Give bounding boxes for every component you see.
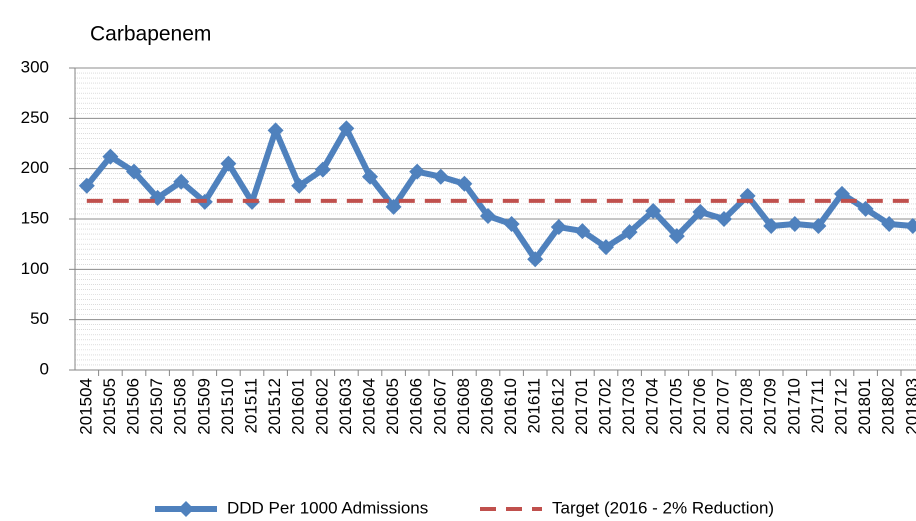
x-tick-label: 201609 xyxy=(477,378,496,435)
x-tick-label: 201610 xyxy=(501,378,520,435)
x-tick-label: 201607 xyxy=(430,378,449,435)
marker xyxy=(126,163,142,180)
marker xyxy=(834,185,850,202)
marker xyxy=(78,177,95,194)
x-tick-label: 201803 xyxy=(902,378,916,435)
marker xyxy=(362,168,378,185)
x-tick-label: 201703 xyxy=(619,378,638,435)
x-tick-label: 201604 xyxy=(359,378,378,435)
legend-label: DDD Per 1000 Admissions xyxy=(227,498,428,517)
x-tick-label: 201611 xyxy=(525,378,544,433)
marker xyxy=(314,161,331,178)
x-tick-label: 201802 xyxy=(879,378,898,435)
x-tick-label: 201707 xyxy=(713,378,732,435)
marker xyxy=(385,198,402,215)
x-tick-label: 201708 xyxy=(737,378,756,435)
y-tick-label: 0 xyxy=(40,359,49,378)
marker xyxy=(598,239,614,256)
x-tick-label: 201612 xyxy=(548,378,567,435)
marker xyxy=(102,148,119,165)
y-tick-label: 300 xyxy=(21,57,49,76)
marker xyxy=(645,202,662,219)
x-tick-label: 201511 xyxy=(241,378,260,433)
marker xyxy=(503,216,520,233)
marker xyxy=(857,200,874,217)
marker xyxy=(456,175,473,192)
marker xyxy=(904,218,916,235)
x-tick-label: 201705 xyxy=(666,378,685,435)
x-tick-label: 201602 xyxy=(312,378,331,435)
marker xyxy=(810,218,827,235)
marker xyxy=(881,216,898,233)
x-tick-label: 201509 xyxy=(194,378,213,435)
marker xyxy=(574,223,591,240)
marker xyxy=(668,228,685,245)
marker xyxy=(550,219,567,236)
x-tick-label: 201704 xyxy=(643,378,662,435)
marker xyxy=(173,173,190,190)
chart-title: Carbapenem xyxy=(90,23,211,46)
marker xyxy=(692,203,709,220)
marker xyxy=(786,216,803,233)
marker xyxy=(409,163,426,180)
x-tick-label: 201510 xyxy=(218,378,237,435)
y-tick-label: 200 xyxy=(21,158,49,177)
y-tick-label: 150 xyxy=(21,208,49,227)
y-tick-label: 50 xyxy=(30,309,49,328)
marker xyxy=(432,168,449,185)
marker xyxy=(527,251,544,268)
legend-label: Target (2016 - 2% Reduction) xyxy=(552,498,774,517)
marker xyxy=(716,211,732,227)
x-tick-label: 201512 xyxy=(265,378,284,435)
marker xyxy=(267,122,284,139)
x-tick-label: 201507 xyxy=(147,378,166,435)
x-tick-label: 201603 xyxy=(336,378,355,435)
x-tick-label: 201710 xyxy=(784,378,803,435)
x-tick-label: 201504 xyxy=(76,378,95,435)
y-tick-label: 250 xyxy=(21,108,49,127)
legend-marker xyxy=(178,501,194,517)
x-tick-label: 201701 xyxy=(572,378,591,435)
marker xyxy=(621,224,638,241)
marker xyxy=(338,120,355,137)
x-tick-label: 201505 xyxy=(100,378,119,435)
x-tick-label: 201709 xyxy=(761,378,780,435)
x-tick-label: 201801 xyxy=(855,378,874,435)
x-tick-label: 201608 xyxy=(454,378,473,435)
x-tick-label: 201605 xyxy=(383,378,402,435)
x-tick-label: 201712 xyxy=(831,378,850,435)
marker xyxy=(763,218,780,235)
x-tick-label: 201702 xyxy=(595,378,614,435)
x-tick-label: 201508 xyxy=(171,378,190,435)
x-tick-label: 201601 xyxy=(289,378,308,435)
x-tick-label: 201506 xyxy=(123,378,142,435)
marker xyxy=(220,155,237,172)
y-tick-label: 100 xyxy=(21,259,49,278)
x-tick-label: 201711 xyxy=(808,378,827,433)
x-tick-label: 201706 xyxy=(690,378,709,435)
marker xyxy=(480,207,496,224)
x-tick-label: 201606 xyxy=(407,378,426,435)
marker xyxy=(291,177,308,194)
